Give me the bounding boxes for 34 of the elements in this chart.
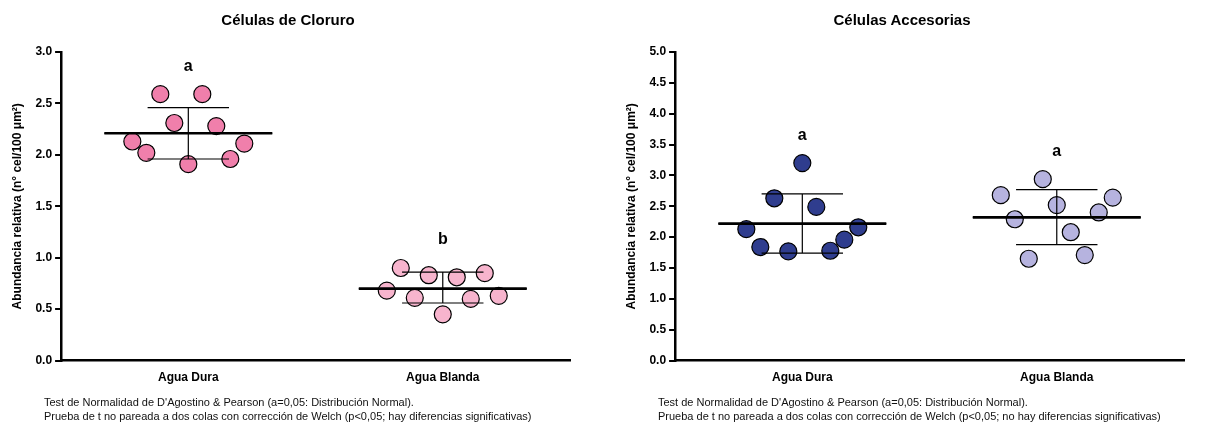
y-tick-label: 2.5: [649, 198, 667, 213]
y-tick-label: 0.0: [35, 352, 53, 367]
y-tick-label: 4.0: [649, 106, 667, 121]
x-tick-label: Agua Dura: [771, 370, 833, 385]
annotation: a: [1052, 141, 1062, 159]
y-tick-label: 3.0: [649, 167, 667, 182]
annotation: a: [183, 56, 193, 74]
y-tick-label: 3.0: [35, 44, 53, 59]
y-tick-label: 4.5: [649, 75, 667, 90]
text: Prueba de t no pareada a dos colas con corrección de Welch (p<0,05; no hay diferencias significativas): [658, 409, 1162, 423]
annotation: b: [437, 230, 448, 248]
y-axis-title: Abundancia relativa (n° cel/100 μm²): [9, 103, 24, 310]
y-tick-label: 2.0: [35, 147, 53, 162]
y-tick-label: 5.0: [649, 44, 667, 59]
text: Prueba de t no pareada a dos colas con corrección de Welch (p<0,05; hay diferencias significativas): [44, 409, 533, 423]
y-tick-label: 0.0: [649, 352, 667, 367]
y-tick-label: 1.0: [649, 291, 667, 306]
y-tick-label: 1.5: [649, 260, 667, 275]
chart-title: Células Accesorias: [833, 11, 971, 29]
y-tick-label: 0.5: [649, 322, 667, 337]
x-tick-label: Agua Blanda: [406, 370, 480, 385]
y-axis-title: Abundancia relativa (n° cel/100 μm²): [623, 103, 638, 310]
y-tick-label: 0.5: [35, 301, 53, 316]
text: Test de Normalidad de D'Agostino & Pearson (a=0,05: Distribución Normal).: [44, 395, 415, 409]
x-tick-label: Agua Blanda: [1020, 370, 1094, 385]
x-tick-label: Agua Dura: [157, 370, 219, 385]
annotation: a: [797, 125, 807, 143]
text: Test de Normalidad de D'Agostino & Pearson (a=0,05: Distribución Normal).: [658, 395, 1029, 409]
y-tick-label: 2.5: [35, 95, 53, 110]
y-tick-label: 2.0: [649, 229, 667, 244]
y-tick-label: 1.5: [35, 198, 53, 213]
y-tick-label: 1.0: [35, 250, 53, 265]
chart-title: Células de Cloruro: [221, 11, 355, 29]
y-tick-label: 3.5: [649, 136, 667, 151]
